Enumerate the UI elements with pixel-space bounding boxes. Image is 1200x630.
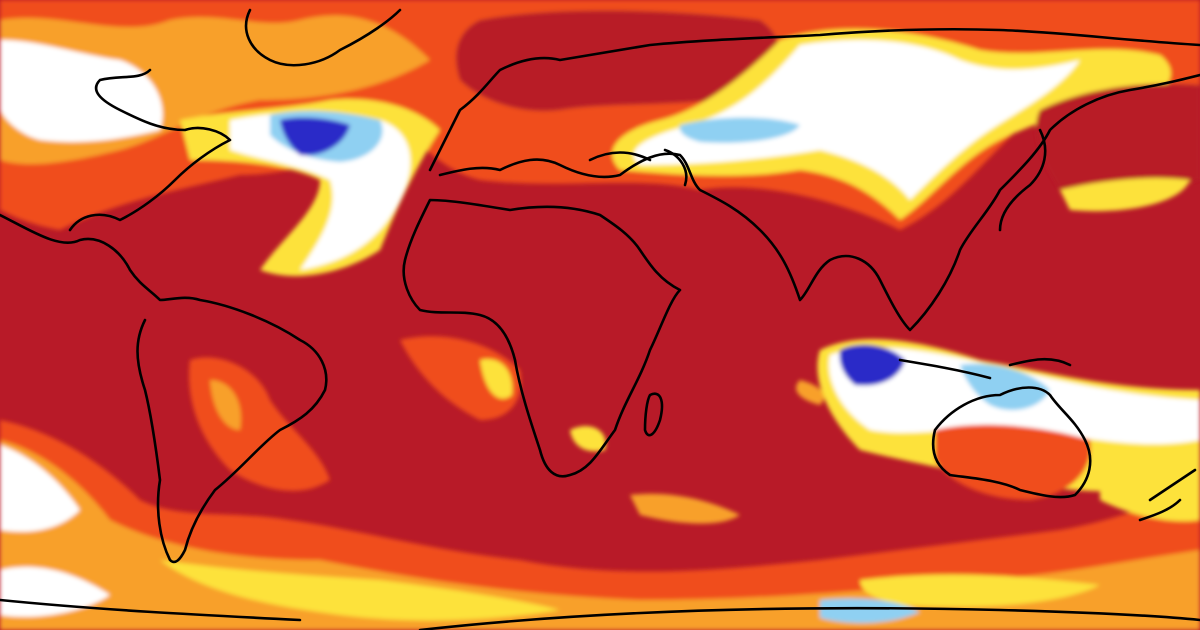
- coastlines: [0, 8, 1200, 630]
